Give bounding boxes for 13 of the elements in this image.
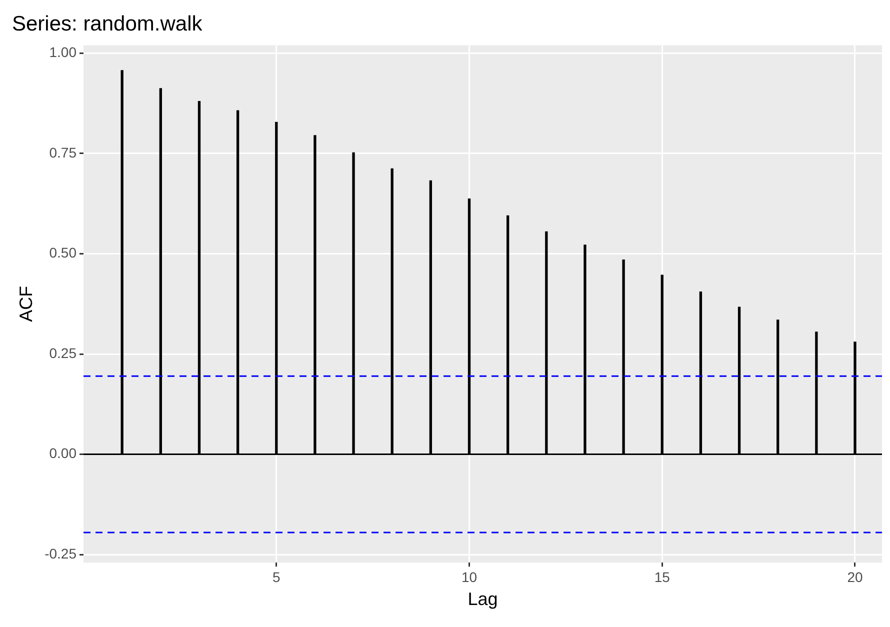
x-tick-label: 5 [272,568,280,585]
y-tick-label: 0.75 [49,144,77,160]
x-tick-label: 15 [654,568,670,585]
x-tick-label: 10 [461,568,478,585]
x-axis-title: Lag [468,589,498,610]
y-tick-label: -0.25 [44,545,77,562]
y-tick-label: 1.00 [49,44,77,60]
x-tick-label: 20 [847,568,863,585]
y-axis-title: ACF [16,286,36,322]
y-tick-label: 0.25 [49,344,77,361]
y-tick-label: 0.00 [49,445,77,462]
y-tick-label: 0.50 [49,244,77,261]
chart-title: Series: random.walk [12,12,203,36]
